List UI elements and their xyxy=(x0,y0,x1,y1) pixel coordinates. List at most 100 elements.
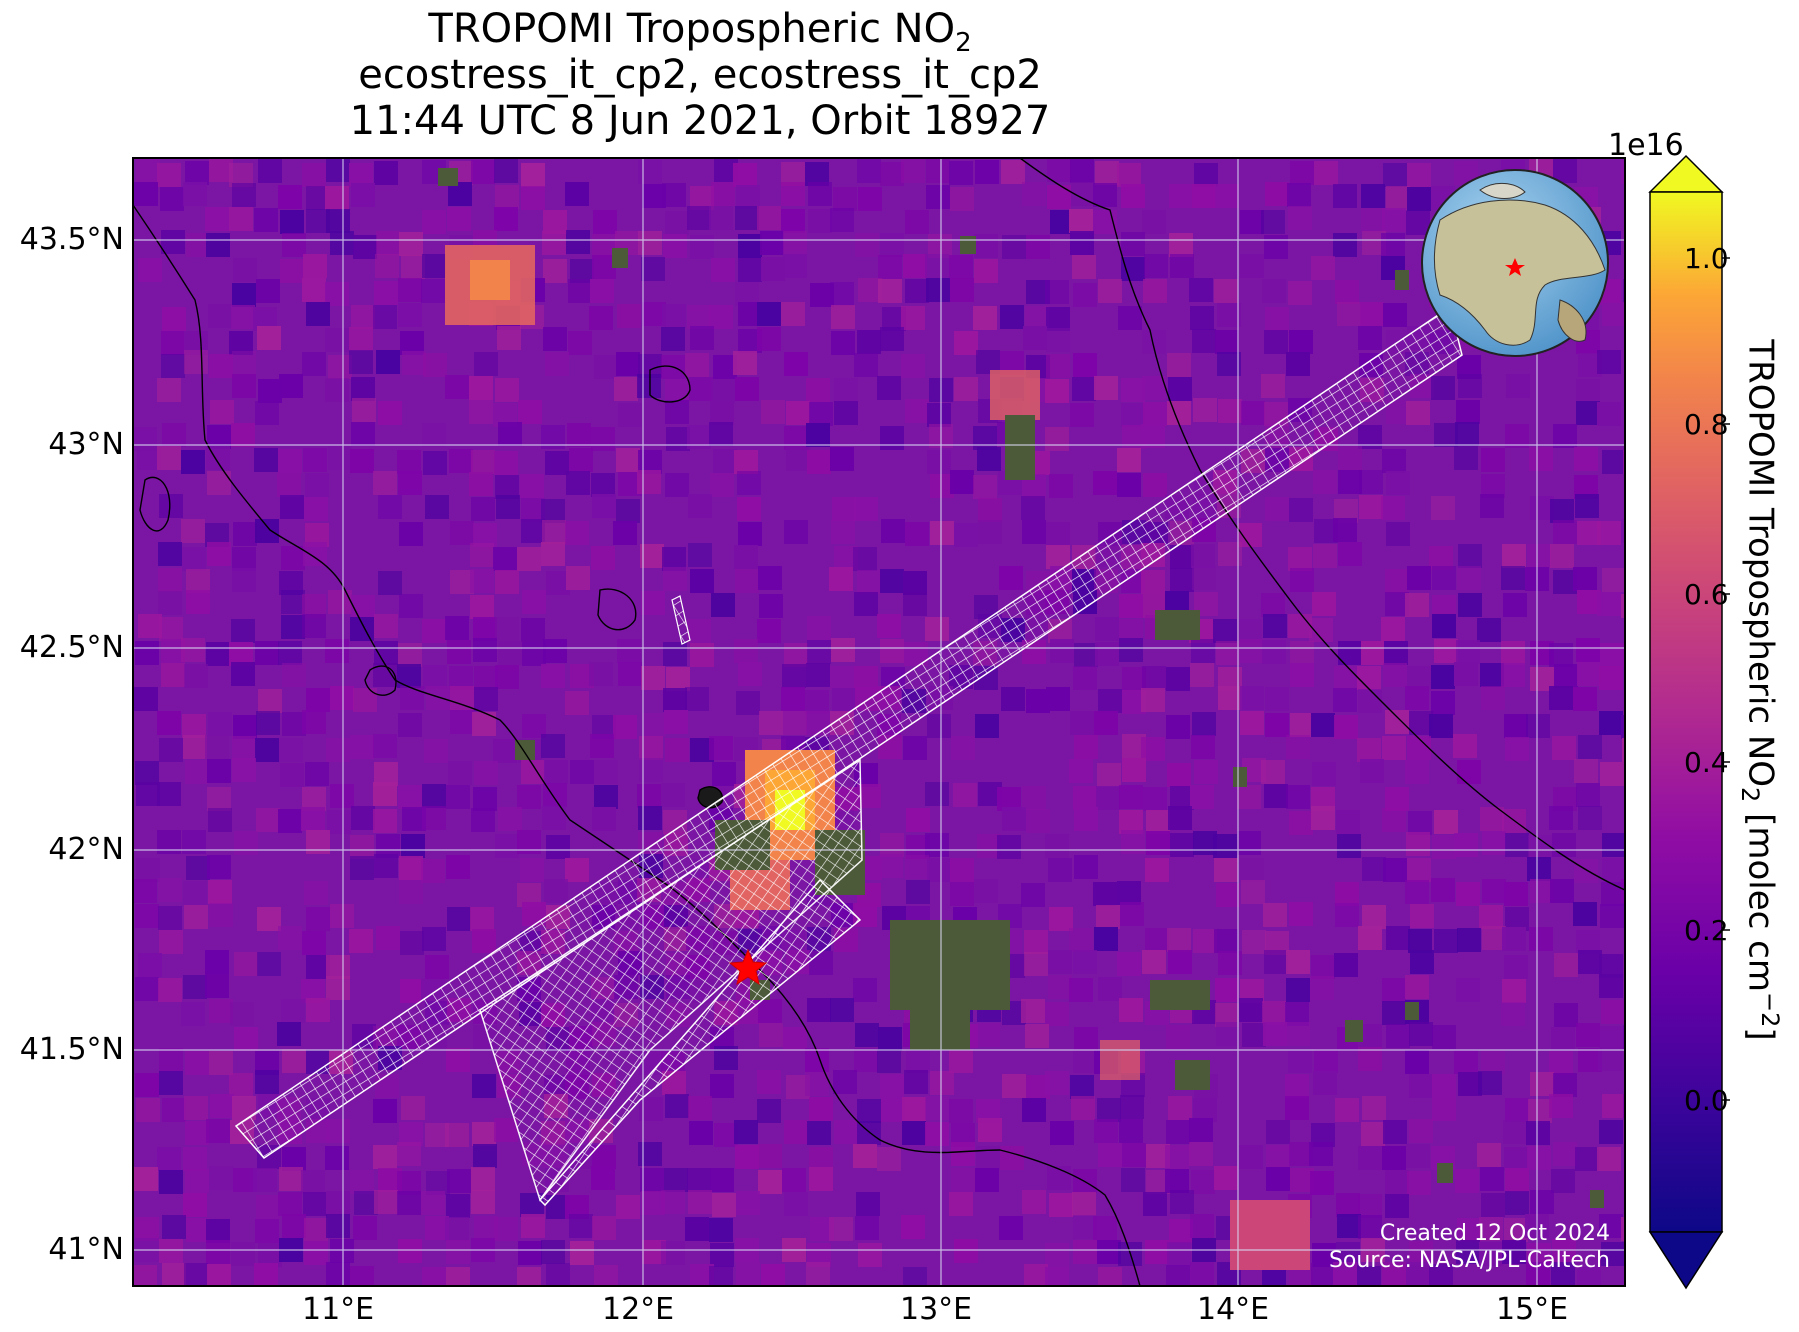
no2-pixel xyxy=(1168,1096,1192,1120)
no2-pixel xyxy=(878,1027,902,1051)
no2-pixel xyxy=(1022,182,1046,206)
no2-pixel xyxy=(591,1166,615,1190)
no2-pixel xyxy=(398,471,422,495)
no2-pixel xyxy=(1623,450,1625,474)
no2-pixel xyxy=(1577,662,1601,686)
no2-pixel xyxy=(879,854,903,878)
no2-pixel xyxy=(565,858,589,882)
no2-pixel xyxy=(1601,1242,1625,1266)
no2-pixel xyxy=(1262,1001,1286,1025)
no2-pixel xyxy=(1481,1193,1505,1217)
no2-pixel xyxy=(805,1072,829,1096)
no2-pixel xyxy=(184,1263,208,1286)
no2-pixel xyxy=(997,835,1021,859)
no2-pixel xyxy=(401,1096,425,1120)
colorbar-tick-label: 0.0 xyxy=(1684,1084,1729,1117)
no2-pixel xyxy=(1048,950,1072,974)
lon-tick-label: 12°E xyxy=(602,1292,675,1327)
no2-pixel xyxy=(305,473,329,497)
lat-tick-label: 41°N xyxy=(48,1232,124,1267)
no2-pixel xyxy=(208,880,232,904)
no2-pixel xyxy=(1021,883,1045,907)
no2-pixel xyxy=(666,427,690,451)
no2-pixel xyxy=(1530,1072,1554,1096)
no2-pixel xyxy=(541,734,565,758)
no2-pixel xyxy=(546,1263,570,1286)
no2-pixel xyxy=(665,738,689,762)
no2-pixel xyxy=(255,1070,279,1094)
colorbar-label: TROPOMI Tropospheric NO2 [molec cm−2] xyxy=(1735,339,1785,1041)
no2-pixel xyxy=(1551,1169,1575,1193)
no2-pixel xyxy=(926,159,950,183)
no2-pixel xyxy=(1141,688,1165,712)
no2-pixel xyxy=(353,1216,377,1240)
no2-pixel xyxy=(976,1023,1000,1047)
no2-pixel xyxy=(184,350,208,374)
no2-pixel xyxy=(1170,254,1194,278)
no2-pixel xyxy=(1311,256,1335,280)
no2-pixel xyxy=(736,1262,760,1286)
no2-pixel xyxy=(1047,1166,1071,1190)
no2-pixel xyxy=(618,403,642,427)
no2-pixel xyxy=(1600,904,1624,928)
no2-pixel xyxy=(231,305,255,329)
no2-pixel xyxy=(590,279,614,303)
no2-pixel xyxy=(474,666,498,690)
no2-pixel xyxy=(925,254,949,278)
no2-pixel xyxy=(903,1267,927,1286)
no2-pixel xyxy=(589,306,613,330)
no2-pixel xyxy=(1626,182,1650,206)
no2-pixel xyxy=(807,1121,831,1145)
no2-pixel xyxy=(1382,208,1406,232)
no2-pixel xyxy=(350,835,374,859)
no2-pixel xyxy=(930,1071,954,1095)
site-marker-star-icon[interactable] xyxy=(728,948,768,986)
no2-pixel xyxy=(208,808,232,832)
no2-pixel xyxy=(398,713,422,737)
no2-pixel xyxy=(1504,1218,1528,1242)
no2-pixel xyxy=(158,906,182,930)
no2-pixel xyxy=(877,1147,901,1171)
no2-pixel xyxy=(254,448,278,472)
no2-pixel xyxy=(1480,494,1504,518)
no2-pixel xyxy=(832,497,856,521)
no2-pixel xyxy=(1551,1027,1575,1051)
no2-pixel xyxy=(257,952,281,976)
no2-pixel xyxy=(1240,711,1264,735)
no2-pixel xyxy=(1122,758,1146,782)
no2-pixel xyxy=(280,763,304,787)
no2-pixel xyxy=(255,519,279,543)
no2-pixel xyxy=(234,831,258,855)
no2-pixel xyxy=(233,258,257,282)
no2-pixel xyxy=(493,739,517,763)
no2-pixel xyxy=(422,784,446,808)
no2-pixel xyxy=(1021,999,1045,1023)
no2-pixel xyxy=(954,377,978,401)
no2-pixel xyxy=(758,1170,782,1194)
no2-pixel xyxy=(616,499,640,523)
no2-pixel xyxy=(281,546,305,570)
no2-pixel xyxy=(473,1144,497,1168)
no2-pixel xyxy=(1381,617,1405,641)
no2-pixel xyxy=(1527,857,1551,881)
no2-pixel xyxy=(1266,1167,1290,1191)
no2-pixel xyxy=(1240,858,1264,882)
no2-pixel xyxy=(833,1070,857,1094)
no2-pixel xyxy=(349,350,373,374)
no2-pixel xyxy=(1214,858,1238,882)
no2-pixel xyxy=(1049,1193,1073,1217)
no2-pixel xyxy=(1262,640,1286,664)
no2-pixel xyxy=(1072,1192,1096,1216)
lat-tick-label: 43°N xyxy=(48,427,124,462)
no2-pixel xyxy=(784,1192,808,1216)
no2-pixel xyxy=(1165,1169,1189,1193)
no2-pixel xyxy=(877,376,901,400)
no2-pixel xyxy=(351,422,375,446)
no2-pixel xyxy=(471,160,495,184)
no2-pixel xyxy=(185,1051,209,1075)
no2-pixel xyxy=(1190,1262,1214,1286)
no2-pixel xyxy=(1117,473,1141,497)
no2-pixel xyxy=(566,471,590,495)
no2-pixel xyxy=(1405,593,1429,617)
